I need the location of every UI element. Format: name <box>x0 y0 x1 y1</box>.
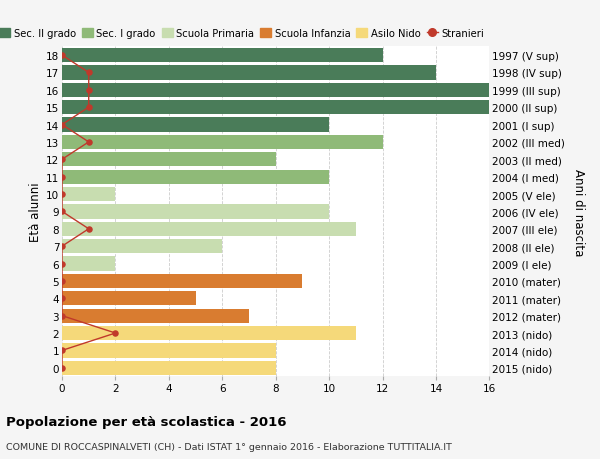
Bar <box>62 135 383 150</box>
Point <box>57 347 67 354</box>
Point <box>57 312 67 319</box>
Y-axis label: Età alunni: Età alunni <box>29 182 42 242</box>
Bar <box>62 274 302 288</box>
Point <box>57 208 67 216</box>
Point <box>57 295 67 302</box>
Bar <box>62 84 490 98</box>
Bar <box>62 49 383 63</box>
Bar <box>62 205 329 219</box>
Bar <box>62 187 115 202</box>
Bar <box>62 170 329 185</box>
Bar <box>62 240 222 254</box>
Text: Popolazione per età scolastica - 2016: Popolazione per età scolastica - 2016 <box>6 415 287 428</box>
Point <box>57 52 67 60</box>
Bar <box>62 153 276 167</box>
Bar <box>62 291 196 306</box>
Point <box>57 260 67 268</box>
Bar <box>62 66 436 80</box>
Bar <box>62 326 356 341</box>
Bar <box>62 222 356 236</box>
Point <box>57 191 67 198</box>
Point <box>57 122 67 129</box>
Point <box>57 243 67 250</box>
Bar <box>62 309 249 323</box>
Bar <box>62 101 490 115</box>
Bar <box>62 361 276 375</box>
Point <box>84 139 94 146</box>
Point <box>57 156 67 163</box>
Point <box>110 330 120 337</box>
Bar <box>62 118 329 132</box>
Point <box>57 278 67 285</box>
Point <box>57 364 67 372</box>
Point <box>84 87 94 94</box>
Text: COMUNE DI ROCCASPINALVETI (CH) - Dati ISTAT 1° gennaio 2016 - Elaborazione TUTTI: COMUNE DI ROCCASPINALVETI (CH) - Dati IS… <box>6 442 452 451</box>
Y-axis label: Anni di nascita: Anni di nascita <box>572 168 585 256</box>
Point <box>84 226 94 233</box>
Point <box>57 174 67 181</box>
Point <box>84 104 94 112</box>
Point <box>84 70 94 77</box>
Bar <box>62 343 276 358</box>
Legend: Sec. II grado, Sec. I grado, Scuola Primaria, Scuola Infanzia, Asilo Nido, Stran: Sec. II grado, Sec. I grado, Scuola Prim… <box>0 29 484 39</box>
Bar <box>62 257 115 271</box>
